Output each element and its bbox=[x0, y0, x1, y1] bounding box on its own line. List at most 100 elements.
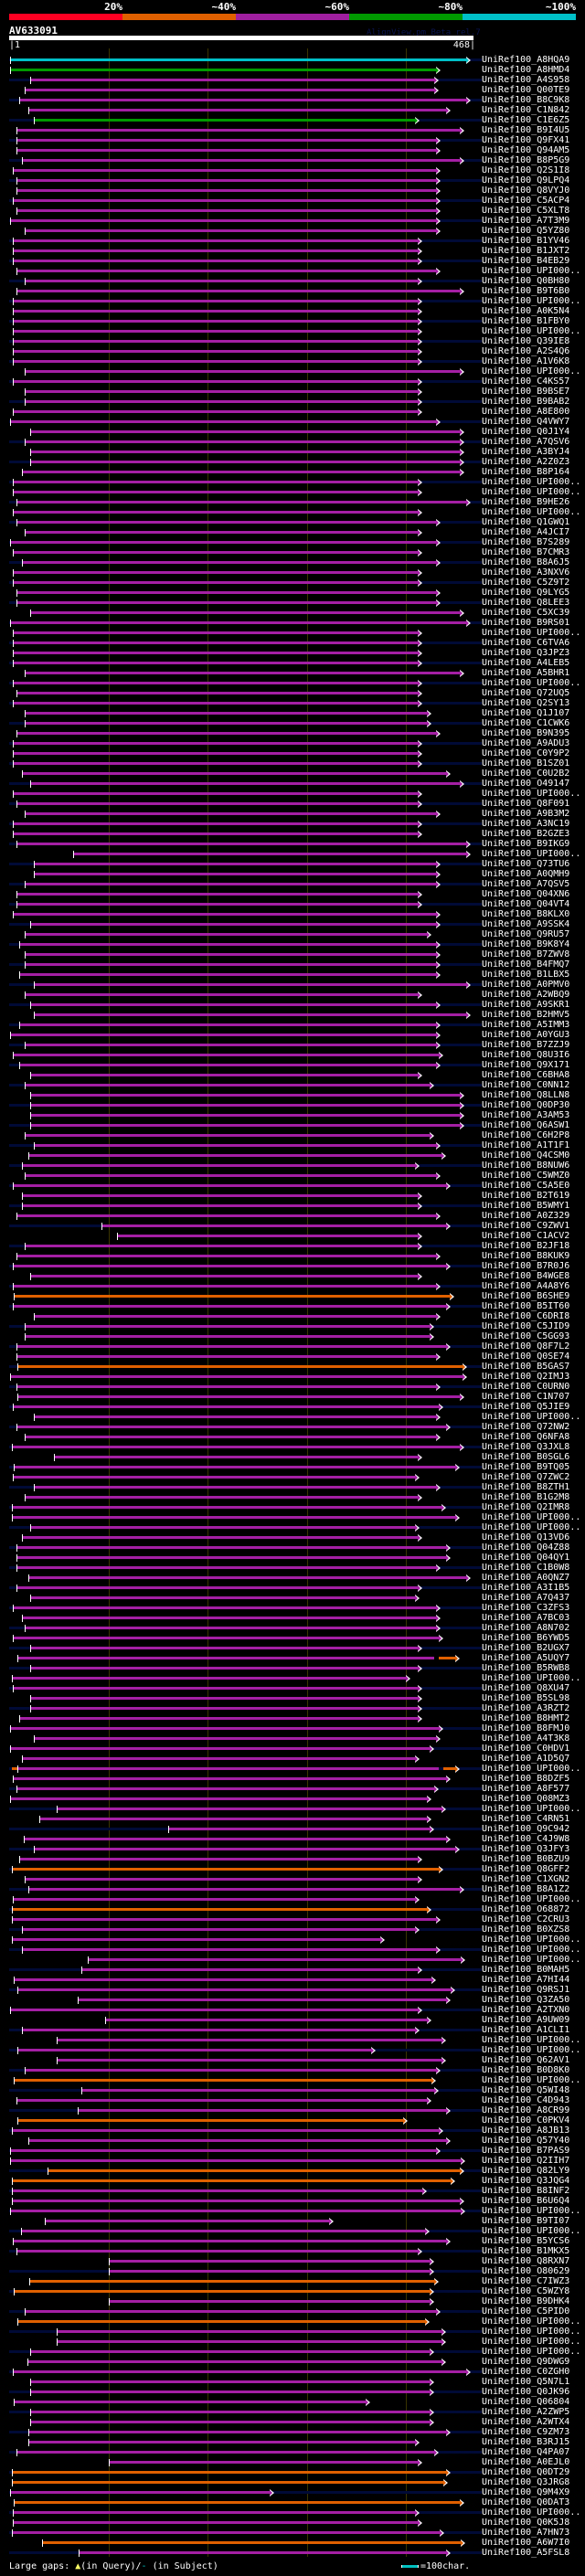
hit-label[interactable]: UniRef100_Q2IMR8 bbox=[482, 1502, 570, 1512]
hit-label[interactable]: UniRef100_A0EJL0 bbox=[482, 2457, 570, 2467]
hit-label[interactable]: UniRef100_Q0DAT3 bbox=[482, 2497, 570, 2507]
hit-label[interactable]: UniRef100_Q7ZWC2 bbox=[482, 1472, 570, 1482]
hit-label[interactable]: UniRef100_B5RWB8 bbox=[482, 1663, 570, 1673]
hit-label[interactable]: UniRef100_B9DHK4 bbox=[482, 2296, 570, 2306]
hit-label[interactable]: UniRef100_Q1J107 bbox=[482, 708, 570, 718]
hit-label[interactable]: UniRef100_B9TI07 bbox=[482, 2216, 570, 2226]
hit-label[interactable]: UniRef100_B1JXT2 bbox=[482, 246, 570, 256]
hit-label[interactable]: UniRef100_B4FMQ7 bbox=[482, 959, 570, 970]
hit-label[interactable]: UniRef100_Q06804 bbox=[482, 2397, 570, 2407]
hit-label[interactable]: UniRef100_B2GZE3 bbox=[482, 829, 570, 839]
hit-label[interactable]: UniRef100_Q9X171 bbox=[482, 1060, 570, 1070]
hit-label[interactable]: UniRef100_Q2IMJ3 bbox=[482, 1372, 570, 1382]
hit-label[interactable]: UniRef100_Q8LEE3 bbox=[482, 598, 570, 608]
hit-label[interactable]: UniRef100_UPI000.. bbox=[482, 2316, 581, 2327]
hit-label[interactable]: UniRef100_Q1GWQ1 bbox=[482, 517, 570, 527]
hit-label[interactable]: UniRef100_B5SL98 bbox=[482, 1693, 570, 1703]
hit-label[interactable]: UniRef100_A9UW09 bbox=[482, 2015, 570, 2025]
hit-label[interactable]: UniRef100_UPI000.. bbox=[482, 1935, 581, 1945]
hit-label[interactable]: UniRef100_B9TQ05 bbox=[482, 1462, 570, 1472]
hit-label[interactable]: UniRef100_Q08MZ3 bbox=[482, 1794, 570, 1804]
hit-label[interactable]: UniRef100_B9IKG9 bbox=[482, 839, 570, 849]
hit-label[interactable]: UniRef100_Q4VWY7 bbox=[482, 417, 570, 427]
hit-label[interactable]: UniRef100_A7Q437 bbox=[482, 1593, 570, 1603]
hit-label[interactable]: UniRef100_A3AM53 bbox=[482, 1110, 570, 1120]
hit-label[interactable]: UniRef100_Q8U3I6 bbox=[482, 1050, 570, 1060]
hit-label[interactable]: UniRef100_C5PID0 bbox=[482, 2306, 570, 2316]
hit-label[interactable]: UniRef100_Q82LY9 bbox=[482, 2166, 570, 2176]
hit-label[interactable]: UniRef100_Q62AV1 bbox=[482, 2055, 570, 2065]
hit-label[interactable]: UniRef100_C4J9W8 bbox=[482, 1834, 570, 1844]
hit-label[interactable]: UniRef100_B8P164 bbox=[482, 467, 570, 477]
hit-label[interactable]: UniRef100_Q3JRG8 bbox=[482, 2477, 570, 2487]
hit-label[interactable]: UniRef100_A7T3M9 bbox=[482, 216, 570, 226]
hit-label[interactable]: UniRef100_UPI000.. bbox=[482, 326, 581, 336]
hit-label[interactable]: UniRef100_B9I4U5 bbox=[482, 125, 570, 135]
hit-label[interactable]: UniRef100_A0Z329 bbox=[482, 1211, 570, 1221]
hit-label[interactable]: UniRef100_B9BSE7 bbox=[482, 387, 570, 397]
hit-label[interactable]: UniRef100_A1D5Q7 bbox=[482, 1754, 570, 1764]
hit-label[interactable]: UniRef100_A0K5N4 bbox=[482, 306, 570, 316]
hit-label[interactable]: UniRef100_C7IWZ3 bbox=[482, 2276, 570, 2286]
hit-label[interactable]: UniRef100_Q4PA07 bbox=[482, 2447, 570, 2457]
hit-label[interactable]: UniRef100_A4JCI7 bbox=[482, 527, 570, 537]
hit-label[interactable]: UniRef100_C5JID9 bbox=[482, 1321, 570, 1331]
hit-label[interactable]: UniRef100_Q9FX41 bbox=[482, 135, 570, 145]
hit-label[interactable]: UniRef100_Q0J1Y4 bbox=[482, 427, 570, 437]
hit-label[interactable]: UniRef100_Q6NFA8 bbox=[482, 1432, 570, 1442]
hit-label[interactable]: UniRef100_C0URN0 bbox=[482, 1382, 570, 1392]
hit-label[interactable]: UniRef100_C5WMZ0 bbox=[482, 1171, 570, 1181]
hit-label[interactable]: UniRef100_Q8VYJ0 bbox=[482, 186, 570, 196]
hit-label[interactable]: UniRef100_C6TVA6 bbox=[482, 638, 570, 648]
hit-label[interactable]: UniRef100_A1V6K8 bbox=[482, 356, 570, 366]
hit-label[interactable]: UniRef100_C5XC39 bbox=[482, 608, 570, 618]
hit-label[interactable]: UniRef100_C1ACV2 bbox=[482, 1231, 570, 1241]
hit-label[interactable]: UniRef100_A2S4Q6 bbox=[482, 346, 570, 356]
hit-label[interactable]: UniRef100_B3RJ15 bbox=[482, 2437, 570, 2447]
hit-label[interactable]: UniRef100_B0SGL6 bbox=[482, 1452, 570, 1462]
hit-label[interactable]: UniRef100_A7QSV5 bbox=[482, 879, 570, 889]
hit-label[interactable]: UniRef100_A8HQA9 bbox=[482, 55, 570, 65]
hit-label[interactable]: UniRef100_B7CMR3 bbox=[482, 547, 570, 557]
hit-label[interactable]: UniRef100_B5GAS7 bbox=[482, 1362, 570, 1372]
hit-label[interactable]: UniRef100_C4RN51 bbox=[482, 1814, 570, 1824]
hit-label[interactable]: UniRef100_A8JB13 bbox=[482, 2125, 570, 2136]
hit-label[interactable]: UniRef100_C1N707 bbox=[482, 1392, 570, 1402]
hit-label[interactable]: UniRef100_UPI000.. bbox=[482, 1955, 581, 1965]
hit-label[interactable]: UniRef100_A3RZT2 bbox=[482, 1703, 570, 1713]
hit-label[interactable]: UniRef100_UPI000.. bbox=[482, 2507, 581, 2518]
hit-label[interactable]: UniRef100_O49147 bbox=[482, 779, 570, 789]
hit-label[interactable]: UniRef100_UPI000.. bbox=[482, 1764, 581, 1774]
hit-label[interactable]: UniRef100_UPI000.. bbox=[482, 2226, 581, 2236]
hit-label[interactable]: UniRef100_Q9RU57 bbox=[482, 929, 570, 939]
hit-label[interactable]: UniRef100_Q2SY13 bbox=[482, 698, 570, 708]
hit-label[interactable]: UniRef100_C0HDV1 bbox=[482, 1744, 570, 1754]
hit-label[interactable]: UniRef100_Q04Z88 bbox=[482, 1542, 570, 1553]
hit-label[interactable]: UniRef100_UPI000.. bbox=[482, 266, 581, 276]
hit-label[interactable]: UniRef100_B7ZZJ9 bbox=[482, 1040, 570, 1050]
hit-label[interactable]: UniRef100_B0D8K0 bbox=[482, 2065, 570, 2075]
hit-label[interactable]: UniRef100_A2TXN0 bbox=[482, 2005, 570, 2015]
hit-label[interactable]: UniRef100_C0NN12 bbox=[482, 1080, 570, 1090]
hit-label[interactable]: UniRef100_Q2S1I8 bbox=[482, 165, 570, 175]
hit-label[interactable]: UniRef100_B1YV46 bbox=[482, 236, 570, 246]
hit-label[interactable]: UniRef100_B8DZF5 bbox=[482, 1774, 570, 1784]
hit-label[interactable]: UniRef100_B8HMT2 bbox=[482, 1713, 570, 1723]
hit-label[interactable]: UniRef100_A5BHR1 bbox=[482, 668, 570, 678]
hit-label[interactable]: UniRef100_B8INF2 bbox=[482, 2186, 570, 2196]
hit-label[interactable]: UniRef100_B4WGE8 bbox=[482, 1271, 570, 1281]
hit-label[interactable]: UniRef100_B8A6J5 bbox=[482, 557, 570, 567]
hit-label[interactable]: UniRef100_A1T1F1 bbox=[482, 1140, 570, 1150]
hit-label[interactable]: UniRef100_C4KS57 bbox=[482, 376, 570, 387]
hit-label[interactable]: UniRef100_A1CLI1 bbox=[482, 2025, 570, 2035]
hit-label[interactable]: UniRef100_Q3JQG4 bbox=[482, 2176, 570, 2186]
hit-label[interactable]: UniRef100_A2WTX4 bbox=[482, 2417, 570, 2427]
hit-label[interactable]: UniRef100_A4T3K8 bbox=[482, 1733, 570, 1744]
hit-label[interactable]: UniRef100_Q8F091 bbox=[482, 799, 570, 809]
hit-label[interactable]: UniRef100_UPI000.. bbox=[482, 1412, 581, 1422]
hit-label[interactable]: UniRef100_B9BAB2 bbox=[482, 397, 570, 407]
hit-label[interactable]: UniRef100_B9K8Y4 bbox=[482, 939, 570, 949]
hit-label[interactable]: UniRef100_UPI000.. bbox=[482, 296, 581, 306]
hit-label[interactable]: UniRef100_C0Y9P2 bbox=[482, 748, 570, 758]
hit-label[interactable]: UniRef100_C0ZGH0 bbox=[482, 2367, 570, 2377]
